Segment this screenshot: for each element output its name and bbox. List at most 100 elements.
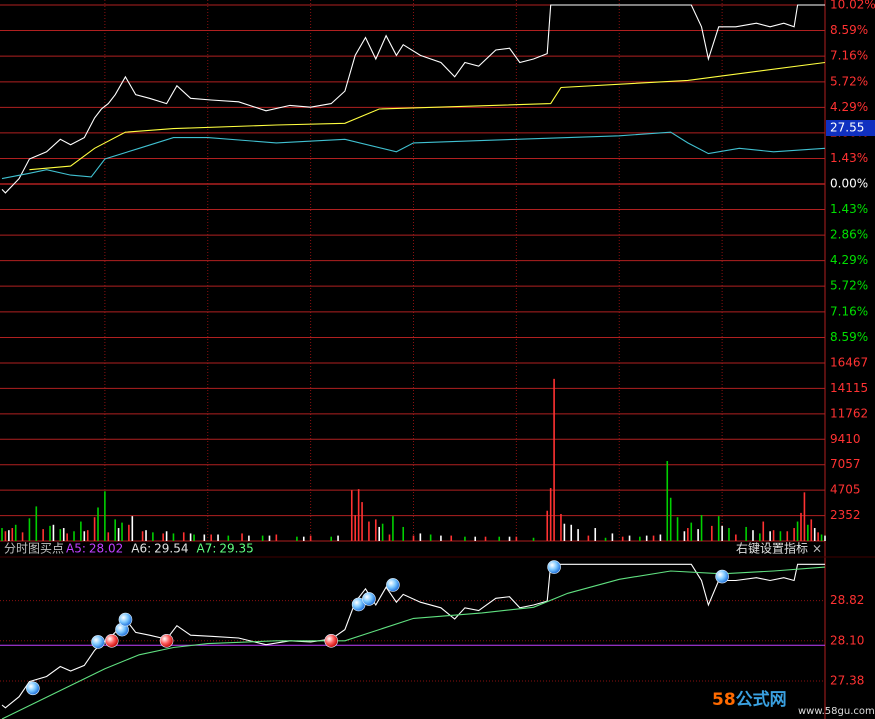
volume-bar: [498, 536, 501, 541]
volume-bar: [717, 516, 720, 541]
close-button[interactable]: ×: [812, 542, 822, 556]
volume-bar: [59, 529, 62, 541]
y-tick-label: 8.59%: [830, 330, 868, 344]
volume-bar: [97, 507, 99, 541]
y-tick-label: 4705: [830, 483, 861, 497]
volume-bar: [803, 492, 806, 541]
y-tick-label: 14115: [830, 381, 868, 395]
volume-bar: [104, 491, 106, 541]
volume-bar: [52, 524, 55, 541]
volume-bar: [309, 535, 312, 541]
y-tick-label: 7057: [830, 457, 861, 471]
volume-bar: [676, 517, 679, 541]
volume-bar: [752, 530, 754, 541]
volume-bar: [83, 531, 86, 541]
volume-bar: [378, 526, 381, 541]
buy-signal: [715, 569, 729, 584]
volume-bar: [464, 536, 466, 541]
volume-bar: [450, 535, 453, 541]
volume-bar: [80, 521, 82, 541]
volume-bar: [700, 515, 703, 541]
volume-bar: [182, 532, 185, 541]
settings-label[interactable]: 右键设置指标: [736, 541, 808, 556]
volume-bar: [440, 535, 442, 541]
volume-bar: [820, 534, 823, 541]
volume-bar: [563, 523, 566, 541]
volume-bar: [645, 535, 648, 541]
volume-bar: [515, 536, 518, 541]
param-name: A7:: [197, 542, 217, 556]
volume-bar: [8, 530, 10, 541]
current-price-box: [826, 120, 875, 136]
volume-bar: [690, 522, 693, 541]
volume-bar: [594, 528, 597, 541]
volume-bar: [354, 515, 357, 541]
volume-bar: [189, 533, 192, 541]
volume-bar: [374, 519, 377, 541]
volume-bar: [759, 533, 761, 541]
volume-bar: [621, 536, 624, 541]
buy-signal: [547, 560, 561, 574]
volume-bar: [145, 530, 147, 541]
volume-bar: [62, 528, 65, 541]
volume-bar: [11, 528, 14, 541]
volume-bar: [128, 524, 130, 541]
volume-bar: [203, 534, 206, 541]
volume-bar: [419, 533, 422, 541]
volume-bar: [587, 535, 590, 541]
volume-bar: [796, 521, 799, 541]
y-tick-label: 2352: [830, 508, 861, 522]
volume-bar: [611, 533, 614, 541]
volume-bar: [813, 528, 816, 541]
volume-bar: [669, 497, 672, 541]
sell-signal: [104, 633, 119, 648]
volume-bar: [762, 521, 765, 541]
volume-bar: [330, 536, 332, 541]
volume-bar: [769, 531, 771, 541]
param-value: 29.35: [219, 542, 253, 556]
sell-signal: [324, 633, 339, 648]
y-tick-label: 5.72%: [830, 74, 868, 88]
volume-bar: [807, 524, 809, 541]
y-tick-label: 1.43%: [830, 202, 868, 216]
volume-bar: [381, 523, 384, 541]
y-tick-label: 7.16%: [830, 304, 868, 318]
volume-bar: [793, 528, 795, 541]
param-name: A5:: [66, 542, 86, 556]
volume-bar: [193, 534, 195, 541]
volume-bar: [628, 535, 631, 541]
volume-bar: [227, 535, 230, 541]
volume-bar: [35, 506, 38, 541]
y-tick-label: 2.86%: [830, 228, 868, 242]
y-tick-label: 8.59%: [830, 23, 868, 37]
volume-bar: [152, 532, 154, 541]
watermark-url: www.58gu.com: [798, 706, 875, 717]
volume-bar: [131, 516, 134, 541]
watermark-text: 公式网: [736, 689, 787, 710]
sell-signal: [159, 633, 174, 648]
y-tick-label: 27.38: [830, 674, 864, 688]
volume-bar: [429, 534, 432, 541]
volume-bar: [361, 502, 363, 541]
volume-bar: [577, 529, 579, 541]
volume-bar: [73, 531, 75, 541]
volume-bar: [368, 521, 370, 541]
volume-bar: [728, 528, 730, 541]
y-tick-label: 5.72%: [830, 279, 868, 293]
volume-bar: [14, 524, 17, 541]
indicator-line: [1, 566, 826, 719]
volume-bar: [779, 531, 782, 541]
volume-bar: [28, 518, 31, 541]
buy-signal: [386, 578, 400, 592]
volume-bar: [560, 513, 562, 541]
volume-bar: [639, 536, 641, 541]
param-name: A6:: [131, 542, 151, 556]
volume-bar: [172, 533, 175, 541]
volume-bar: [141, 531, 144, 541]
volume-bar: [296, 536, 298, 541]
volume-bar: [721, 525, 723, 541]
volume-bar: [107, 532, 110, 541]
volume-bar: [402, 526, 405, 541]
